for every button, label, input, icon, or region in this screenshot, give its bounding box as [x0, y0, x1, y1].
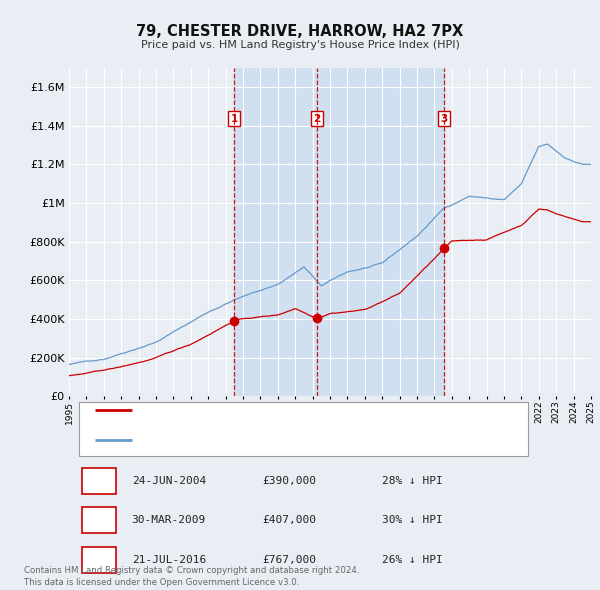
Bar	[234, 68, 317, 396]
Text: 28% ↓ HPI: 28% ↓ HPI	[382, 476, 443, 486]
Text: 30% ↓ HPI: 30% ↓ HPI	[382, 515, 443, 525]
Text: 79, CHESTER DRIVE, HARROW, HA2 7PX: 79, CHESTER DRIVE, HARROW, HA2 7PX	[136, 24, 464, 38]
Text: 30-MAR-2009: 30-MAR-2009	[131, 515, 206, 525]
Text: 2: 2	[95, 515, 103, 525]
Text: £407,000: £407,000	[262, 515, 316, 525]
Text: 1: 1	[230, 114, 238, 124]
Text: £390,000: £390,000	[262, 476, 316, 486]
Text: Contains HM Land Registry data © Crown copyright and database right 2024.
This d: Contains HM Land Registry data © Crown c…	[24, 566, 359, 587]
Text: HPI: Average price, detached house, Harrow: HPI: Average price, detached house, Harr…	[142, 435, 373, 445]
FancyBboxPatch shape	[82, 507, 116, 533]
Text: 1: 1	[95, 476, 103, 486]
Text: 79, CHESTER DRIVE, HARROW, HA2 7PX (detached house): 79, CHESTER DRIVE, HARROW, HA2 7PX (deta…	[142, 405, 446, 415]
FancyBboxPatch shape	[82, 468, 116, 494]
FancyBboxPatch shape	[79, 402, 529, 457]
Text: 26% ↓ HPI: 26% ↓ HPI	[382, 555, 443, 565]
Text: £767,000: £767,000	[262, 555, 316, 565]
Text: 2: 2	[313, 114, 320, 124]
FancyBboxPatch shape	[82, 546, 116, 573]
Text: 3: 3	[95, 555, 103, 565]
Text: 24-JUN-2004: 24-JUN-2004	[131, 476, 206, 486]
Bar	[317, 68, 444, 396]
Text: Price paid vs. HM Land Registry's House Price Index (HPI): Price paid vs. HM Land Registry's House …	[140, 40, 460, 50]
Text: 21-JUL-2016: 21-JUL-2016	[131, 555, 206, 565]
Text: 3: 3	[440, 114, 448, 124]
